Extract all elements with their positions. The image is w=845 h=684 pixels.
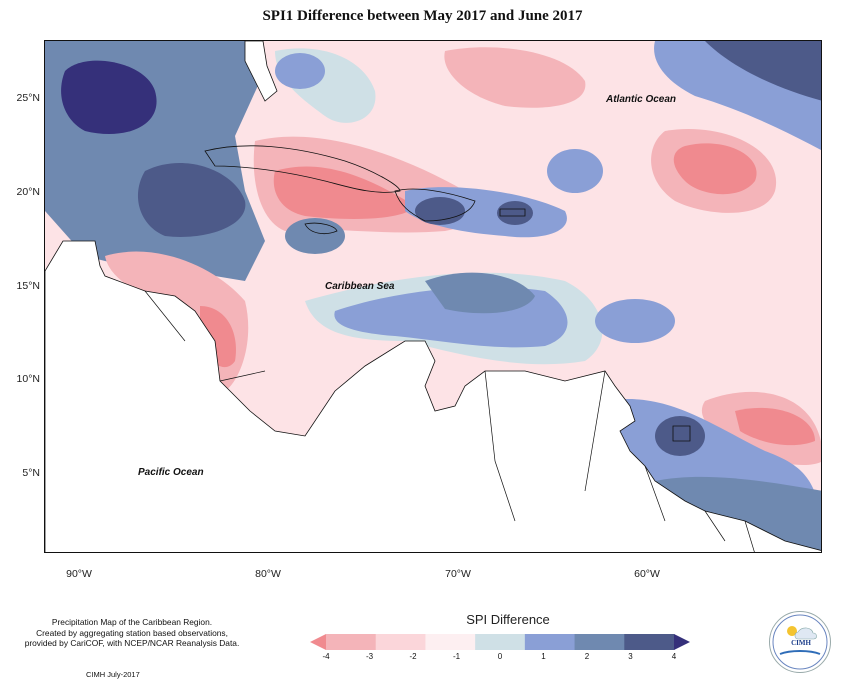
legend-swatch xyxy=(326,634,377,650)
land-florida xyxy=(244,41,278,102)
legend-tick-label: -3 xyxy=(365,652,374,661)
footer-description: Precipitation Map of the Caribbean Regio… xyxy=(16,617,248,649)
red-region-atlantic-top xyxy=(444,47,586,108)
red-core-guiana xyxy=(735,407,815,446)
cimh-logo: CIMH xyxy=(769,611,831,673)
blue-spot-jamaica xyxy=(285,218,345,254)
red-core-cuba xyxy=(273,166,415,219)
legend-colorbar xyxy=(310,634,690,650)
land-trinidad xyxy=(672,425,691,442)
legend-tick-label: -4 xyxy=(322,652,330,661)
map-area: Atlantic Ocean Caribbean Sea Pacific Oce… xyxy=(44,40,822,553)
lat-tick-label: 25°N xyxy=(16,92,40,104)
legend-swatch xyxy=(574,634,625,650)
footer-credit: CIMH July-2017 xyxy=(86,670,140,679)
legend-tick-label: 3 xyxy=(628,652,633,661)
darkblue-region-gulf xyxy=(61,60,157,135)
legend-swatch xyxy=(624,634,675,650)
land-cuba xyxy=(204,145,401,193)
blue-spot-east xyxy=(547,149,603,193)
footer-line-2: Created by aggregating station based obs… xyxy=(36,627,228,638)
legend-swatch xyxy=(425,634,476,650)
darkblue-spot-hispaniola xyxy=(415,197,465,225)
spi-map-svg xyxy=(45,41,821,552)
legend-tick-label: 0 xyxy=(497,652,503,661)
footer-line-1: Precipitation Map of the Caribbean Regio… xyxy=(51,617,213,627)
lat-tick-label: 15°N xyxy=(16,280,40,292)
red-core-atlantic xyxy=(673,143,757,195)
land-mexico-central-america xyxy=(45,240,821,552)
legend-tick-label: 2 xyxy=(584,652,590,661)
legend-swatch-max xyxy=(674,634,690,650)
lon-tick-label: 80°W xyxy=(255,568,281,580)
darkblue-spot-puerto-rico xyxy=(497,201,533,225)
logo-text: CIMH xyxy=(791,639,811,647)
land-border-lines xyxy=(144,290,755,552)
legend-swatch xyxy=(375,634,426,650)
land-hispaniola xyxy=(394,188,476,222)
blue-core-caribbean-deep xyxy=(425,272,535,314)
label-atlantic-ocean: Atlantic Ocean xyxy=(606,94,677,105)
land-puerto-rico xyxy=(499,208,526,217)
lon-tick-label: 60°W xyxy=(634,568,660,580)
label-pacific-ocean: Pacific Ocean xyxy=(138,467,204,478)
legend-swatch xyxy=(524,634,576,650)
land-jamaica xyxy=(304,222,338,235)
darkblue-region-yucatan xyxy=(137,162,246,237)
darkblue-region-northeast xyxy=(705,41,821,101)
blue-spot-trinidad xyxy=(655,416,705,456)
legend-tick-label: -2 xyxy=(409,652,417,661)
footer-line-3: provided by CariCOF, with NCEP/NCAR Rean… xyxy=(24,638,240,648)
lon-tick-label: 90°W xyxy=(66,568,92,580)
lat-tick-label: 20°N xyxy=(16,186,40,198)
legend-tick-label: -1 xyxy=(452,652,461,661)
legend-title: SPI Difference xyxy=(466,612,550,627)
lat-tick-label: 10°N xyxy=(16,373,40,385)
legend-tick-label: 4 xyxy=(671,652,677,661)
legend-swatch xyxy=(475,634,526,650)
map-title: SPI1 Difference between May 2017 and Jun… xyxy=(262,8,583,24)
legend-swatch-min xyxy=(310,634,326,650)
blue-spot-lesser-antilles xyxy=(595,299,675,343)
blue-spot-florida xyxy=(275,53,325,89)
cimh-logo-graphic xyxy=(772,614,828,670)
label-caribbean-sea: Caribbean Sea xyxy=(325,281,395,292)
lon-tick-label: 70°W xyxy=(445,568,471,580)
lat-tick-label: 5°N xyxy=(22,467,40,479)
legend-tick-label: 1 xyxy=(541,652,546,661)
